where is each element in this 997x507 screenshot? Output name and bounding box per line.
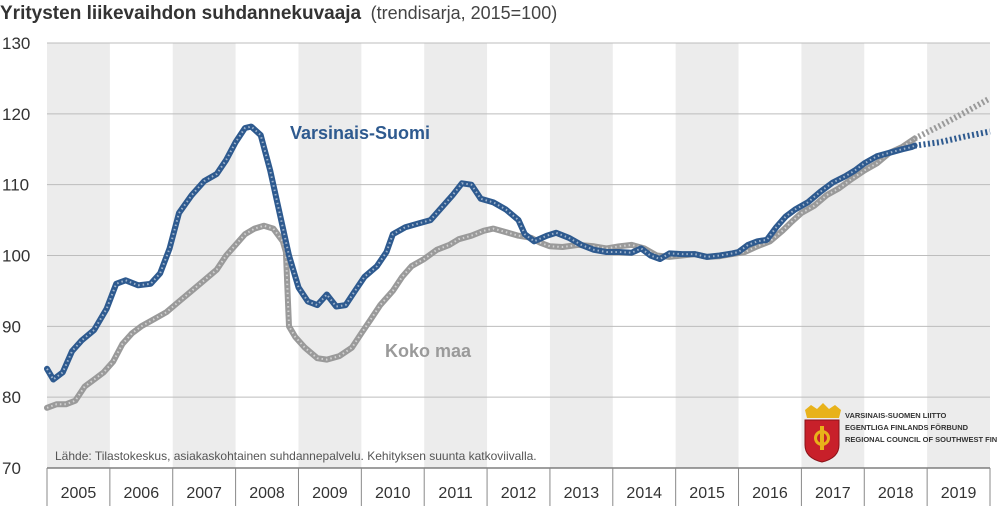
x-tick-label: 2010: [375, 485, 411, 502]
source-note: Lähde: Tilastokeskus, asiakaskohtainen s…: [55, 449, 537, 463]
x-tick-label: 2016: [752, 485, 788, 502]
series-line-koko-maa-texture: [46, 137, 916, 409]
y-tick-label: 100: [2, 247, 30, 266]
y-tick-label: 120: [2, 105, 30, 124]
y-tick-label: 80: [2, 388, 21, 407]
x-tick-label: 2015: [689, 485, 725, 502]
series-group: [44, 95, 992, 411]
x-tick-label: 2007: [186, 485, 222, 502]
x-tick-label: 2006: [124, 485, 160, 502]
x-tick-label: 2011: [438, 485, 473, 502]
x-tick-label: 2008: [249, 485, 285, 502]
x-tick-label: 2013: [564, 485, 600, 502]
y-axis: 70 80 90 100 110 120 130: [2, 34, 30, 478]
logo: VARSINAIS-SUOMEN LIITTO EGENTLIGA FINLAN…: [804, 403, 997, 463]
series-forecast-koko-maa: [913, 95, 992, 142]
x-tick-label: 2018: [878, 485, 914, 502]
y-tick-label: 70: [2, 459, 21, 478]
y-tick-label: 110: [2, 176, 29, 195]
y-tick-label: 90: [2, 317, 21, 336]
logo-line-3: REGIONAL COUNCIL OF SOUTHWEST FINLAND: [845, 435, 997, 444]
chart-title-line: Yritysten liikevaihdon suhdannekuvaaja (…: [0, 3, 557, 24]
x-axis: 2005 2006 2007 2008 2009 2010 2011 2012 2013 2014…: [46, 467, 991, 506]
series-label-varsinais-suomi: Varsinais-Suomi: [290, 123, 430, 143]
chart-subtitle: (trendisarja, 2015=100): [371, 3, 558, 23]
x-tick-label: 2019: [941, 485, 977, 502]
y-tick-label: 130: [2, 34, 30, 53]
x-tick-label: 2009: [312, 485, 348, 502]
logo-line-1: VARSINAIS-SUOMEN LIITTO: [845, 411, 947, 420]
series-line-varsinais-suomi-texture: [46, 125, 916, 381]
x-tick-label: 2012: [501, 485, 537, 502]
coat-of-arms-icon: [804, 403, 841, 463]
logo-line-2: EGENTLIGA FINLANDS FÖRBUND: [845, 423, 969, 432]
series-label-koko-maa: Koko maa: [385, 341, 472, 361]
x-tick-label: 2014: [626, 485, 662, 502]
x-tick-label: 2005: [61, 485, 97, 502]
x-tick-label: 2017: [815, 485, 851, 502]
chart-title: Yritysten liikevaihdon suhdannekuvaaja: [0, 3, 362, 24]
series-forecast-varsinais-suomi: [914, 128, 991, 149]
